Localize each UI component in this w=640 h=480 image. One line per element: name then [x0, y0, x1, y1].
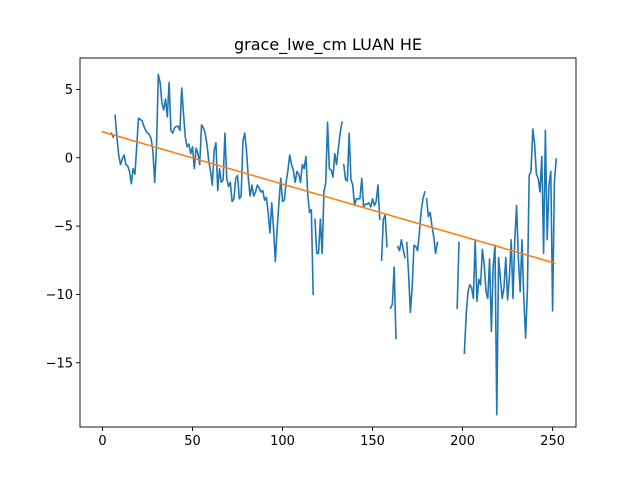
series-1-segment-8	[405, 190, 426, 314]
y-tick-label--10: −10	[46, 288, 73, 303]
y-tick-label-5: 5	[65, 83, 73, 98]
series-1-segment-9	[425, 197, 439, 255]
x-tick-label-100: 100	[270, 434, 295, 449]
series-1-segment-2	[114, 73, 314, 296]
y-tick-label--5: −5	[54, 220, 73, 235]
series-1-segment-10	[456, 241, 460, 309]
series-layer	[101, 73, 558, 416]
x-tick-label-0: 0	[98, 434, 106, 449]
x-tick-label-200: 200	[450, 434, 475, 449]
chart-title: grace_lwe_cm LUAN HE	[234, 35, 422, 55]
series-1-segment-7	[396, 238, 406, 259]
series-1-segment-6	[389, 266, 397, 339]
x-tick-label-150: 150	[360, 434, 385, 449]
series-1-segment-11	[463, 128, 558, 416]
y-tick-label--15: −15	[46, 356, 73, 371]
series-1-segment-3	[314, 121, 343, 255]
plot-frame	[79, 57, 577, 428]
x-tick-label-50: 50	[184, 434, 201, 449]
y-tick-label-0: 0	[65, 151, 73, 166]
series-2-segment-1	[101, 130, 556, 264]
axes-layer: 0 50 100 150 200 250 −15 −10 −5 0 5	[46, 57, 577, 449]
series-1-segment-5	[380, 214, 388, 262]
series-1-segment-4	[342, 132, 381, 221]
x-tick-label-250: 250	[540, 434, 565, 449]
